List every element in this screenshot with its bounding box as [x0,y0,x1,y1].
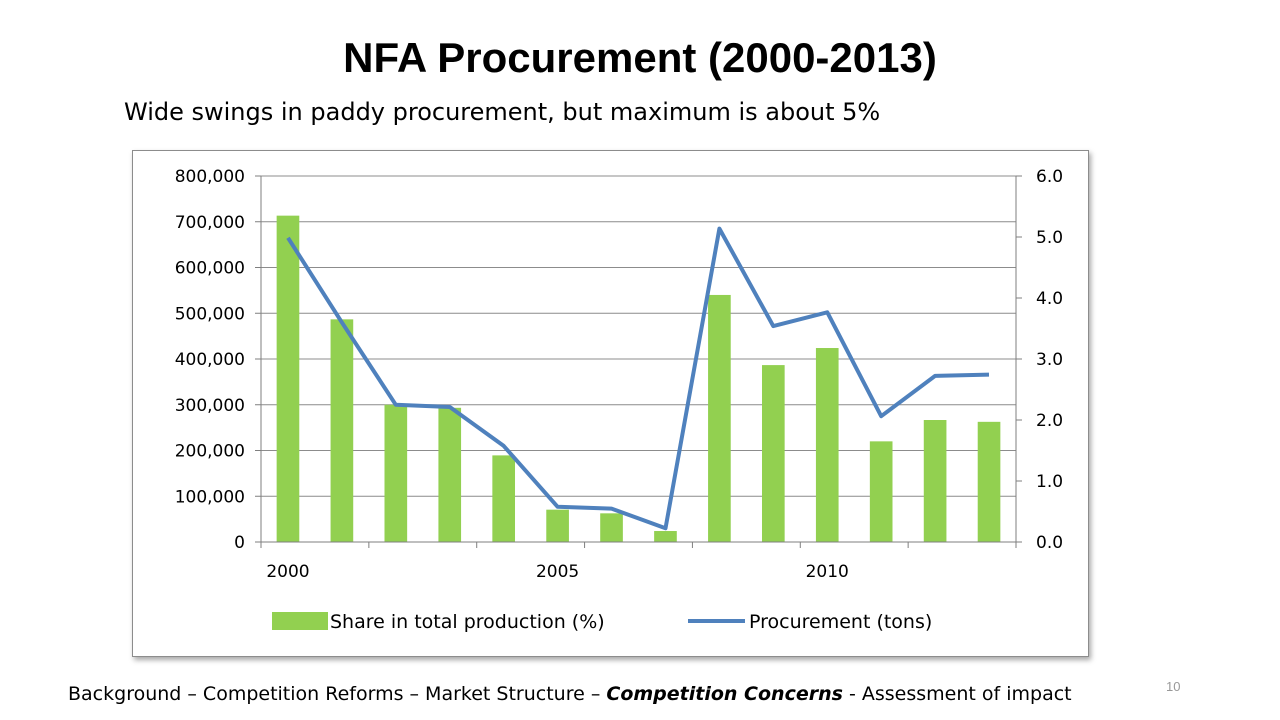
legend-layer: Share in total production (%) Procurement… [272,611,932,633]
y-left-tick-label: 400,000 [175,350,245,370]
bar [815,348,839,542]
bar [923,420,947,542]
grid-layer [261,175,1016,543]
page-title: NFA Procurement (2000-2013) [343,34,937,81]
legend-label-procurement: Procurement (tons) [749,611,932,633]
y-left-tick-label: 0 [234,533,245,553]
line-layer [286,226,990,531]
bar [276,215,300,542]
procurement-line [286,226,990,531]
bar [546,509,569,542]
bar [492,455,516,542]
bar [761,365,785,542]
y-right-tick-label: 0.0 [1036,533,1063,553]
bar [869,441,893,542]
footer-part-current: Competition Concerns [606,683,843,705]
footer-breadcrumb: Background – Competition Reforms – Marke… [68,683,1072,705]
y-right-tick-label: 6.0 [1036,167,1063,187]
x-tick-label: 2010 [806,562,849,582]
bar-layer [276,215,1001,542]
label-layer: 0 100,000 200,000 300,000 400,000 500,000 600,… [175,167,1063,582]
y-left-tick-label: 100,000 [175,487,245,507]
axis-layer [255,175,1022,548]
bar [977,421,1001,542]
procurement-chart: 0 100,000 200,000 300,000 400,000 500,000 600,… [175,167,1063,633]
chart-frame: 0 100,000 200,000 300,000 400,000 500,000 600,… [132,150,1089,657]
legend-swatch-share [272,612,328,630]
y-right-tick-label: 2.0 [1036,411,1063,431]
page-number: 10 [1166,679,1181,694]
y-left-tick-label: 200,000 [175,442,245,462]
y-right-tick-label: 5.0 [1036,228,1063,248]
page-subtitle: Wide swings in paddy procurement, but ma… [124,98,881,126]
y-left-tick-label: 300,000 [175,396,245,416]
y-left-tick-label: 500,000 [175,304,245,324]
bar [330,319,354,542]
y-left-tick-label: 600,000 [175,259,245,279]
x-tick-label: 2000 [266,562,309,582]
x-tick-label: 2005 [536,562,579,582]
footer-part-1: Background – Competition Reforms – Marke… [68,683,607,705]
y-right-tick-label: 3.0 [1036,350,1063,370]
y-left-tick-label: 700,000 [175,213,245,233]
bar [708,294,731,542]
y-right-tick-label: 4.0 [1036,289,1063,309]
footer-part-3: - Assessment of impact [842,683,1072,705]
bar [384,404,408,542]
legend-label-share: Share in total production (%) [330,611,605,633]
bar [654,531,677,542]
y-right-tick-label: 1.0 [1036,472,1063,492]
bar [600,513,623,542]
y-left-tick-label: 800,000 [175,167,245,187]
bar [438,407,462,542]
